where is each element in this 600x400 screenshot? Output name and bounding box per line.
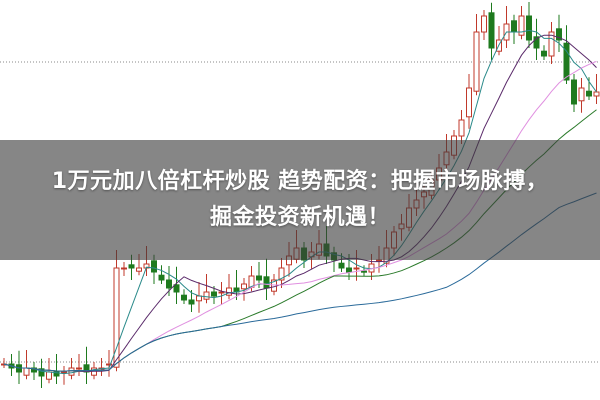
candle-body	[158, 274, 165, 281]
candle-body	[593, 91, 600, 97]
candle-body	[256, 275, 262, 281]
candle-body	[128, 264, 135, 269]
candle-body	[218, 291, 225, 294]
candle-body	[203, 291, 210, 300]
candle-body	[563, 42, 570, 81]
candle-body	[533, 36, 540, 49]
candle-body	[541, 50, 547, 57]
candle-body	[173, 284, 180, 293]
candle-body	[46, 371, 52, 380]
candle-body	[526, 15, 532, 41]
candle-body	[136, 267, 142, 272]
candle-body	[346, 267, 352, 273]
candle-body	[188, 299, 195, 305]
candle-body	[586, 90, 592, 97]
candle-body	[278, 267, 285, 281]
moving-average-line-ma10	[3, 34, 597, 373]
candle-body	[263, 276, 270, 289]
candle-body	[226, 287, 232, 296]
candle-body	[113, 267, 120, 368]
candle-body	[376, 259, 382, 262]
candle-body	[511, 20, 517, 33]
headline-line-2: 掘金投资新机遇！	[209, 205, 390, 230]
candle-body	[106, 363, 112, 366]
candle-body	[121, 267, 127, 270]
candle-body	[338, 262, 345, 269]
candle-body	[68, 367, 75, 376]
candle-body	[181, 294, 187, 301]
candle-body	[466, 87, 472, 118]
candle-body	[578, 87, 585, 102]
candle-body	[556, 28, 562, 41]
candle-body	[53, 371, 60, 377]
candle-body	[196, 295, 202, 302]
moving-average-line-ma5	[3, 29, 597, 375]
candle-body	[76, 367, 82, 370]
headline-line-1: 1万元加八倍杠杆炒股 趋势配资：把握市场脉搏，	[51, 169, 549, 194]
candle-body	[518, 15, 525, 36]
candle-body	[548, 31, 555, 57]
headline-banner: 1万元加八倍杠杆炒股 趋势配资：把握市场脉搏， 掘金投资新机遇！	[0, 140, 600, 260]
candle-body	[166, 279, 172, 289]
candle-body	[473, 31, 480, 92]
candle-body	[151, 260, 157, 273]
candle-body	[481, 15, 487, 33]
candle-body	[61, 371, 67, 374]
candle-body	[458, 119, 465, 137]
candle-body	[488, 12, 495, 49]
candle-body	[241, 283, 247, 290]
candle-body	[38, 368, 45, 377]
candle-body	[23, 367, 30, 376]
candle-body	[211, 291, 217, 297]
candle-body	[361, 270, 367, 273]
candle-body	[571, 79, 577, 105]
candle-body	[353, 267, 360, 270]
